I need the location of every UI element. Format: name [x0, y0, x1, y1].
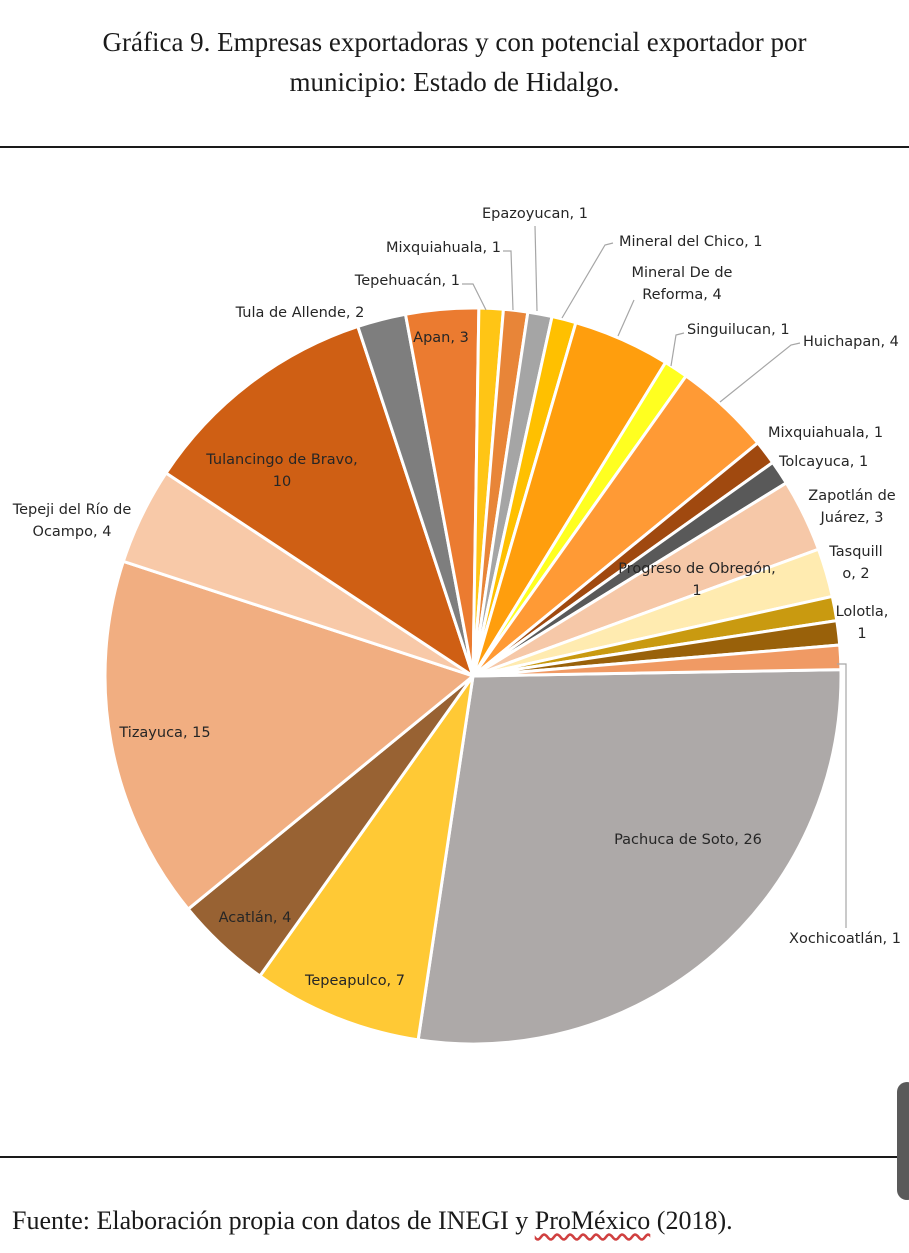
- slice-label-17: Tolcayuca, 1: [778, 454, 868, 470]
- pie-slice-2: [258, 674, 475, 1042]
- slice-label-21: Progreso de Obregón, 1: [618, 561, 776, 599]
- source-note: Fuente: Elaboración propia con datos de …: [12, 1206, 733, 1236]
- slice-label-20: Lolotla, 1: [836, 604, 889, 642]
- slice-label-18: Zapotlán de Juárez, 3: [808, 488, 895, 526]
- leader-lines: [462, 225, 847, 928]
- pie-slice-4: [103, 559, 475, 911]
- leader-line-14: [670, 332, 685, 367]
- slice-label-22: Xochicoatlán, 1: [789, 931, 901, 947]
- leader-line-10: [503, 250, 514, 311]
- chart-title-line-2: municipio: Estado de Hidalgo.: [289, 67, 620, 97]
- leader-line-9: [462, 283, 487, 311]
- chart-title: Gráfica 9. Empresas exportadoras y con p…: [0, 22, 909, 102]
- pie-slice-22: [471, 643, 843, 678]
- slice-label-6: Tulancingo de Bravo, 10: [205, 452, 357, 490]
- slice-label-16: Mixquiahuala, 1: [768, 425, 883, 441]
- slice-label-10: Mixquiahuala, 1: [386, 240, 501, 256]
- slice-label-3: Acatlán, 4: [219, 910, 292, 926]
- leader-line-13: [617, 299, 635, 337]
- chart-frame: [0, 146, 909, 1158]
- pie-chart: Pachuca de Soto, 26 Tepeapulco, 7 Acatlán,…: [12, 206, 901, 1046]
- leader-line-12: [561, 242, 614, 319]
- slice-labels: Pachuca de Soto, 26 Tepeapulco, 7 Acatlán,…: [12, 206, 901, 989]
- chart-title-line-1: Gráfica 9. Empresas exportadoras y con p…: [102, 27, 807, 57]
- slice-label-2: Tepeapulco, 7: [304, 973, 405, 989]
- slice-label-1: Pachuca de Soto, 26: [614, 832, 762, 848]
- leader-line-15: [719, 342, 801, 403]
- leader-line-11: [534, 225, 538, 312]
- slice-label-13: Mineral De de Reforma, 4: [632, 265, 733, 303]
- source-prefix: Fuente: Elaboración propia con datos de …: [12, 1206, 535, 1235]
- source-suffix: (2018).: [650, 1206, 733, 1235]
- pie-slices: [103, 306, 843, 1046]
- slice-label-5: Tepeji del Río de Ocampo, 4: [12, 502, 132, 540]
- slice-label-8: Apan, 3: [413, 330, 469, 346]
- pie-slice-1: [416, 668, 843, 1046]
- source-underlined: ProMéxico: [534, 1206, 651, 1235]
- slice-label-7: Tula de Allende, 2: [235, 305, 365, 321]
- slice-label-4: Tizayuca, 15: [118, 725, 210, 741]
- pie-slice-6: [164, 324, 475, 678]
- slice-label-19: Tasquill o, 2: [828, 544, 882, 582]
- slice-label-9: Tepehuacán, 1: [354, 273, 460, 289]
- slice-label-15: Huichapan, 4: [803, 334, 899, 350]
- leader-line-22: [837, 663, 847, 928]
- slice-label-12: Mineral del Chico, 1: [619, 234, 763, 250]
- slice-label-11: Epazoyucan, 1: [482, 206, 588, 222]
- scrollbar-thumb[interactable]: [897, 1082, 909, 1200]
- slice-label-14: Singuilucan, 1: [687, 322, 790, 338]
